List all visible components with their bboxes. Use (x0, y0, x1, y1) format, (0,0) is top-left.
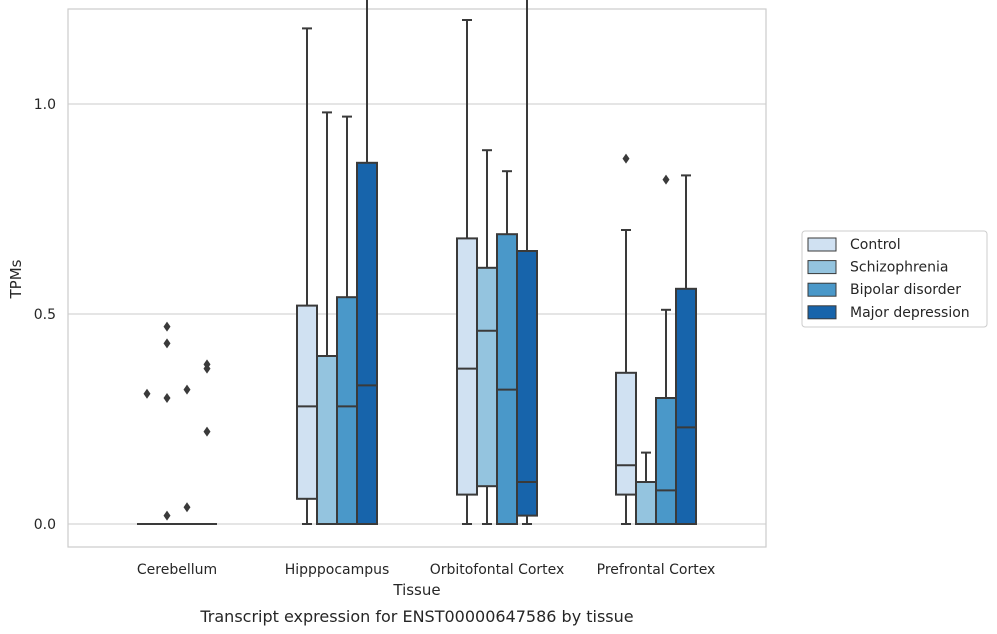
outlier-point (622, 153, 630, 164)
box-major-depression (197, 359, 217, 525)
outlier-point (203, 359, 211, 370)
box-bipolar-disorder (177, 384, 197, 525)
box-schizophrenia (316, 111, 338, 525)
box-schizophrenia (157, 321, 177, 525)
plot-area-frame (67, 8, 767, 548)
box-bipolar-disorder (655, 174, 677, 525)
y-tick-label: 0.0 (34, 517, 56, 533)
legend-swatch (807, 237, 837, 252)
y-tick-label: 1.0 (34, 97, 56, 113)
outlier-point (183, 502, 191, 513)
box-body (316, 355, 338, 525)
outlier-point (163, 321, 171, 332)
box-major-depression (675, 174, 697, 525)
box-bipolar-disorder (336, 115, 358, 526)
box-body (496, 233, 518, 525)
box-bipolar-disorder (496, 170, 518, 525)
box-body (516, 250, 538, 517)
box-body (635, 481, 657, 525)
legend-label: Major depression (850, 305, 970, 321)
chart-caption: Transcript expression for ENST0000064758… (199, 607, 633, 626)
box-control (137, 388, 157, 525)
box-schizophrenia (476, 149, 498, 525)
legend-label: Bipolar disorder (850, 282, 961, 298)
legend-swatch (807, 282, 837, 297)
legend-swatch (807, 305, 837, 320)
y-tick-label: 0.5 (34, 307, 56, 323)
x-tick-label: Prefrontal Cortex (597, 562, 716, 578)
outlier-point (163, 338, 171, 349)
x-tick-label: Cerebellum (137, 562, 217, 578)
legend-label: Schizophrenia (850, 260, 948, 276)
box-major-depression (516, 0, 538, 525)
y-axis-title: TPMs (7, 259, 25, 299)
box-control (296, 27, 318, 525)
box-body (615, 371, 637, 496)
box-control (456, 19, 478, 525)
x-tick-label: Hipppocampus (285, 562, 390, 578)
box-body (476, 266, 498, 488)
box-schizophrenia (635, 451, 657, 525)
box-body (336, 296, 358, 526)
legend-swatch (807, 260, 837, 275)
box-major-depression (356, 0, 378, 526)
x-axis-ticks: Cerebellum Hipppocampus Orbitofontal Corte… (137, 562, 715, 578)
box-body (675, 287, 697, 525)
outlier-point (203, 426, 211, 437)
box-groups (137, 0, 697, 526)
x-tick-label: Orbitofontal Cortex (430, 562, 565, 578)
x-axis-title: Tissue (392, 581, 440, 599)
outlier-point (183, 384, 191, 395)
box-body (296, 304, 318, 500)
box-control (615, 153, 637, 525)
y-axis-ticks: 0.00.51.01.52.0 (34, 97, 56, 533)
outlier-point (163, 510, 171, 521)
outlier-point (163, 393, 171, 403)
box-body (655, 397, 677, 525)
legend-label: Control (850, 237, 901, 253)
box-body (356, 161, 378, 526)
outlier-point (662, 174, 670, 185)
legend: Control Schizophrenia Bipolar disorder Majo… (801, 230, 988, 328)
legend-frame (801, 230, 988, 328)
outlier-point (143, 388, 151, 399)
box-body (456, 237, 478, 496)
